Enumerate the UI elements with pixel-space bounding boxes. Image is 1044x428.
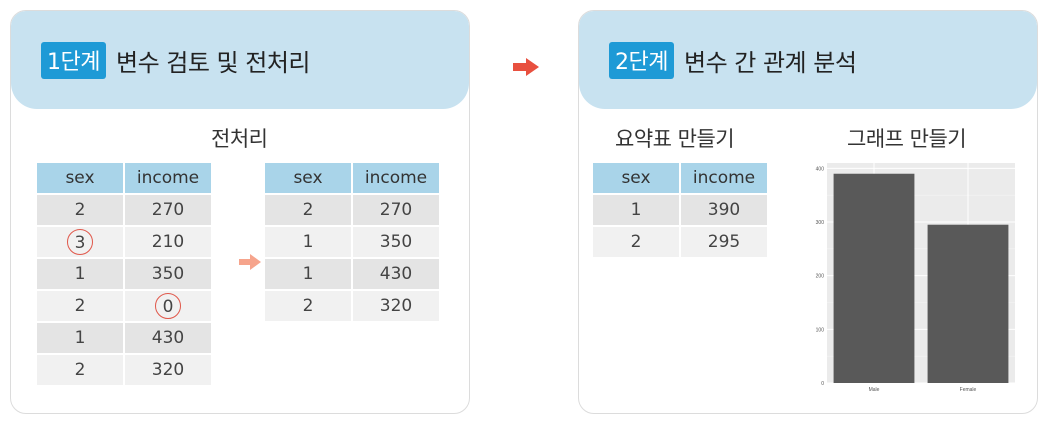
right-arrow-icon <box>239 254 261 270</box>
table-cell: 270 <box>353 195 439 225</box>
step1-title: 변수 검토 및 전처리 <box>115 48 311 77</box>
after-header-income: income <box>353 163 439 193</box>
step2-badge: 2단계 <box>609 41 674 79</box>
graph-label: 그래프 만들기 <box>847 127 967 151</box>
table-cell: 0 <box>125 291 211 321</box>
summary-header-sex: sex <box>593 163 679 193</box>
before-header-income: income <box>125 163 211 193</box>
before-header-sex: sex <box>37 163 123 193</box>
table-cell: 295 <box>681 227 767 257</box>
summary-header-income: income <box>681 163 767 193</box>
summary-label: 요약표 만들기 <box>615 127 735 151</box>
summary-table: sex income 1 390 2 295 <box>591 161 769 259</box>
before-table: sex income 2 270 3 210 1 350 2 0 1 430 <box>35 161 213 387</box>
table-row: 1 350 <box>37 259 211 289</box>
table-cell: 2 <box>593 227 679 257</box>
table-cell: 270 <box>125 195 211 225</box>
step2-header: 2단계 변수 간 관계 분석 <box>579 11 1037 109</box>
table-row: 2 270 <box>265 195 439 225</box>
table-cell: 2 <box>37 195 123 225</box>
preprocess-label: 전처리 <box>211 127 268 151</box>
after-header-sex: sex <box>265 163 351 193</box>
y-tick-label: 200 <box>816 274 825 280</box>
y-tick-label: 100 <box>816 327 825 333</box>
table-row: 2 320 <box>265 291 439 321</box>
table-row: 2 270 <box>37 195 211 225</box>
table-cell: 1 <box>593 195 679 225</box>
table-cell: 2 <box>37 355 123 385</box>
table-cell: 2 <box>265 291 351 321</box>
step1-header: 1단계 변수 검토 및 전처리 <box>11 11 469 109</box>
table-cell: 2 <box>37 291 123 321</box>
step1-badge: 1단계 <box>41 41 106 79</box>
table-row: 1 430 <box>265 259 439 289</box>
table-cell: 1 <box>265 227 351 257</box>
table-row: 1 350 <box>265 227 439 257</box>
outlier-circle-income: 0 <box>155 293 181 319</box>
next-step-arrow-icon <box>513 58 539 76</box>
table-row: 1 390 <box>593 195 767 225</box>
table-cell: 210 <box>125 227 211 257</box>
table-cell: 320 <box>125 355 211 385</box>
table-cell: 3 <box>37 227 123 257</box>
table-cell: 350 <box>125 259 211 289</box>
income-bar-chart: 0 100 200 300 400 Male Female <box>816 163 1015 393</box>
table-row: 2 295 <box>593 227 767 257</box>
table-cell: 320 <box>353 291 439 321</box>
bar-male <box>833 173 915 383</box>
x-tick-label: Female <box>960 387 977 393</box>
table-cell: 1 <box>37 323 123 353</box>
table-cell: 430 <box>125 323 211 353</box>
table-cell: 430 <box>353 259 439 289</box>
table-row: 3 210 <box>37 227 211 257</box>
table-cell: 1 <box>265 259 351 289</box>
outlier-circle-sex: 3 <box>67 229 93 255</box>
table-cell: 350 <box>353 227 439 257</box>
step1-panel: 1단계 변수 검토 및 전처리 전처리 sex income 2 270 3 2… <box>10 10 470 414</box>
table-cell: 2 <box>265 195 351 225</box>
step2-panel: 2단계 변수 간 관계 분석 요약표 만들기 그래프 만들기 sex incom… <box>578 10 1038 414</box>
table-row: 2 0 <box>37 291 211 321</box>
bar-female <box>927 224 1009 383</box>
table-cell: 1 <box>37 259 123 289</box>
y-tick-label: 400 <box>816 166 825 172</box>
step2-title: 변수 간 관계 분석 <box>683 48 857 77</box>
x-tick-label: Male <box>869 387 880 393</box>
y-tick-label: 300 <box>816 220 825 226</box>
after-table: sex income 2 270 1 350 1 430 2 320 <box>263 161 441 323</box>
table-row: 1 430 <box>37 323 211 353</box>
y-tick-label: 0 <box>821 381 824 387</box>
table-cell: 390 <box>681 195 767 225</box>
table-row: 2 320 <box>37 355 211 385</box>
